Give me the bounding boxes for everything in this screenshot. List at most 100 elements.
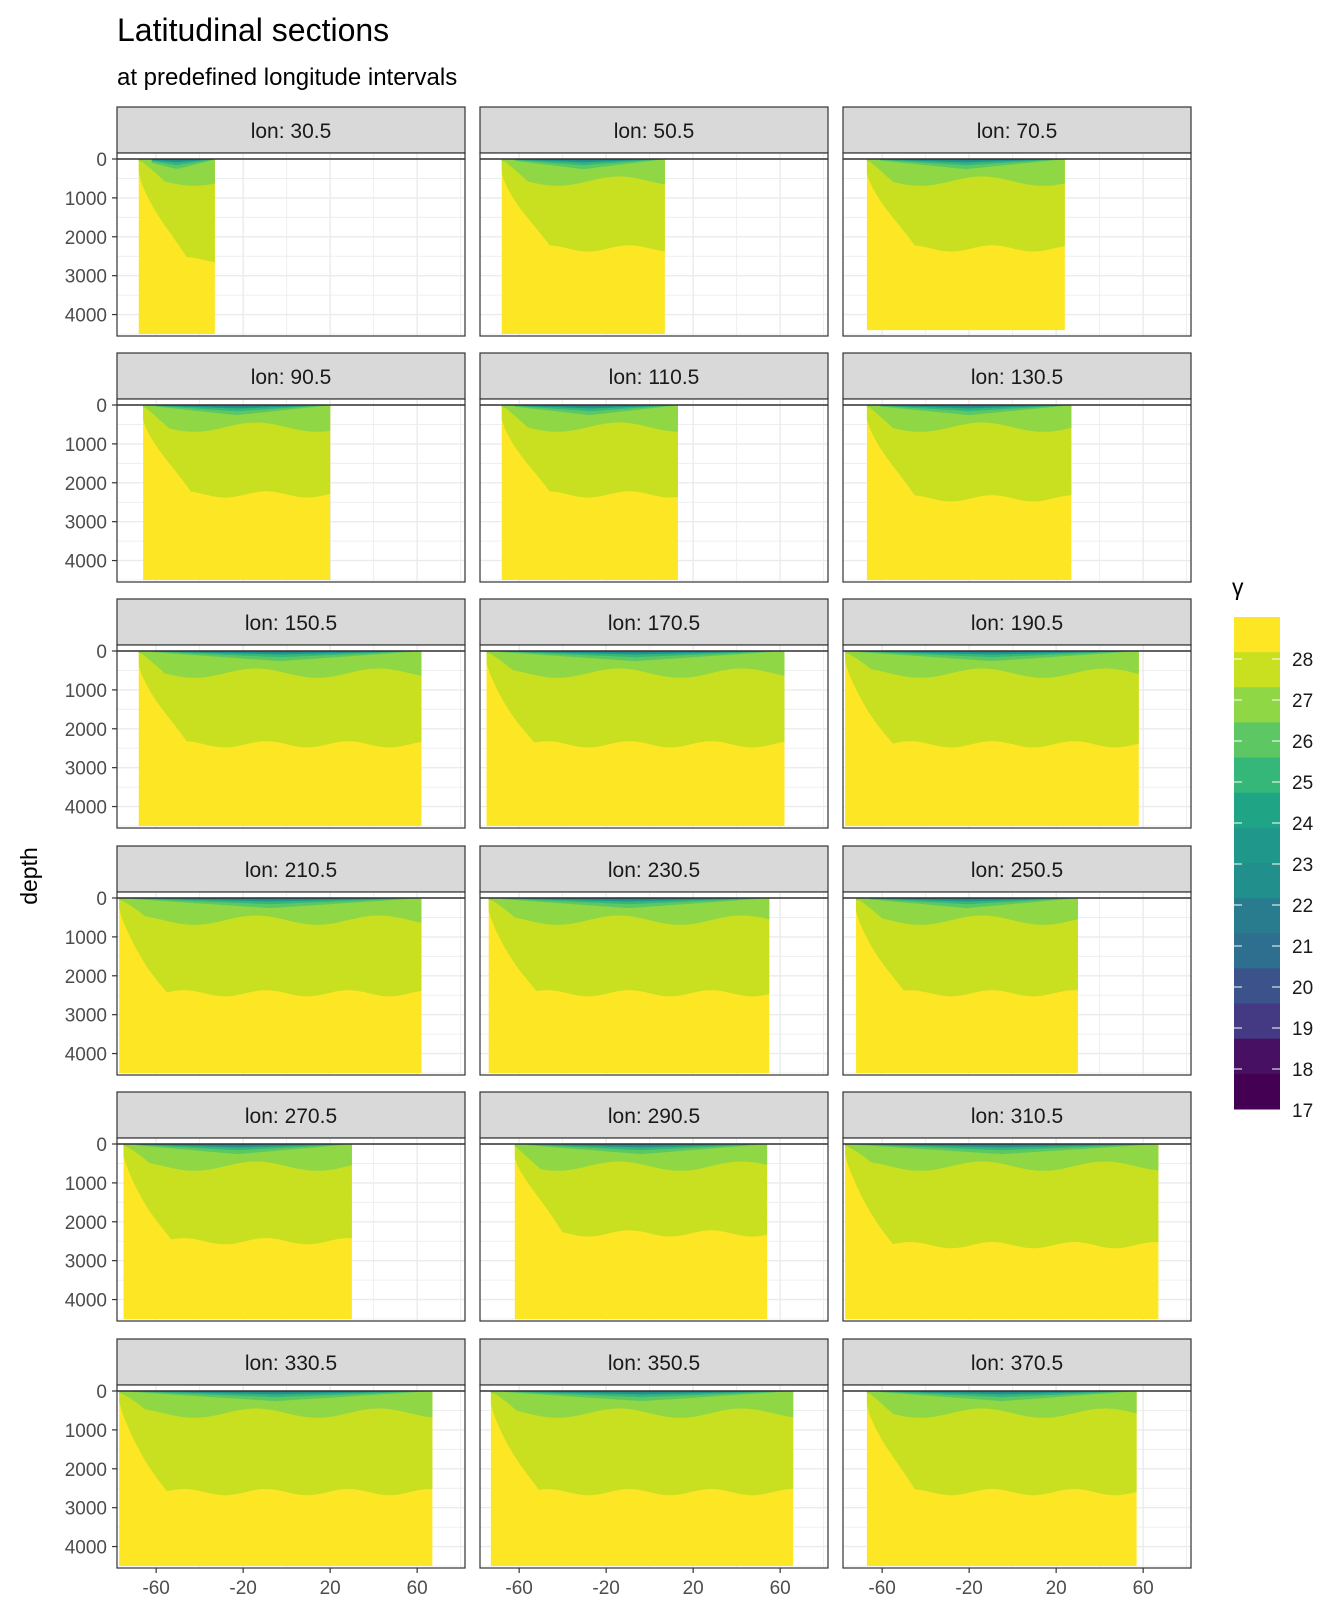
x-tick-label: -20 — [229, 1578, 256, 1599]
legend-color-swatch — [1234, 968, 1280, 1005]
legend-color-swatch — [1234, 1073, 1280, 1110]
facet-strip — [116, 1338, 466, 1386]
density-layer-26 — [501, 405, 678, 432]
x-tick-label: -60 — [142, 1578, 169, 1599]
facet-panel: lon: 50.5 — [479, 106, 829, 337]
density-layer-27 — [866, 1391, 1137, 1496]
legend-color-swatch — [1234, 1003, 1280, 1040]
facet-panel: lon: 130.5 — [842, 352, 1192, 583]
density-layer-26 — [486, 651, 785, 678]
facet-panel: lon: 90.5 0 1000 2000 3000 4000 — [65, 352, 466, 583]
y-tick-label: 4000 — [65, 1291, 107, 1312]
panel-border — [116, 1384, 466, 1569]
facet-strip — [479, 598, 829, 646]
panel-border — [116, 1137, 466, 1322]
facet-panel: lon: 290.5 — [479, 1091, 829, 1322]
legend-color-swatch — [1234, 722, 1280, 759]
y-tick-label: 4000 — [65, 552, 107, 573]
facet-strip-label: lon: 230.5 — [608, 859, 700, 882]
panel-border — [479, 891, 829, 1076]
facet-panel: lon: 350.5 -60 -20 20 60 — [479, 1338, 829, 1599]
facet-strip-label: lon: 110.5 — [609, 366, 700, 389]
facet-panel: lon: 170.5 — [479, 598, 829, 829]
facet-panel: lon: 150.5 0 1000 2000 3000 4000 — [65, 598, 466, 829]
legend-label: 23 — [1292, 855, 1313, 876]
density-layer-26 — [138, 651, 422, 678]
facet-panel: lon: 190.5 — [842, 598, 1192, 829]
y-tick-label: 2000 — [65, 1213, 107, 1234]
y-tick-label: 2000 — [65, 1460, 107, 1481]
density-layer-26 — [143, 405, 331, 432]
chart-title: Latitudinal sections — [117, 12, 389, 48]
facet-panel: lon: 270.5 0 1000 2000 3000 4000 — [65, 1091, 466, 1322]
legend-label: 20 — [1292, 978, 1313, 999]
facet-strip — [479, 845, 829, 893]
x-tick-label: -20 — [592, 1578, 619, 1599]
facet-strip — [842, 598, 1192, 646]
legend-label: 25 — [1292, 773, 1313, 794]
panel-border — [116, 398, 466, 583]
y-tick-label: 1000 — [65, 435, 107, 456]
facet-strip-label: lon: 90.5 — [251, 366, 332, 389]
density-layer-26 — [119, 1391, 433, 1418]
x-tick-label: 60 — [1133, 1578, 1154, 1599]
legend-color-swatch — [1234, 1038, 1280, 1075]
y-tick-label: 3000 — [65, 1499, 107, 1520]
y-tick-label: 4000 — [65, 1045, 107, 1066]
panel-border — [842, 891, 1192, 1076]
facet-panel: lon: 30.5 0 1000 2000 3000 4000 — [65, 106, 466, 337]
y-tick-label: 1000 — [65, 928, 107, 949]
legend-label: 19 — [1292, 1019, 1313, 1040]
y-tick-label: 0 — [96, 1382, 107, 1403]
legend-label: 21 — [1292, 937, 1313, 958]
y-tick-label: 2000 — [65, 720, 107, 741]
y-tick-label: 3000 — [65, 513, 107, 534]
panel-border — [842, 644, 1192, 829]
facet-strip-label: lon: 30.5 — [251, 120, 332, 143]
legend-label: 24 — [1292, 814, 1314, 835]
y-tick-label: 4000 — [65, 1538, 107, 1559]
facet-strip — [479, 106, 829, 154]
facet-strip-label: lon: 250.5 — [971, 859, 1063, 882]
y-tick-label: 4000 — [65, 306, 107, 327]
legend-label: 22 — [1292, 896, 1313, 917]
y-tick-label: 0 — [96, 150, 107, 171]
y-tick-label: 1000 — [65, 1421, 107, 1442]
x-tick-label: -20 — [955, 1578, 982, 1599]
facet-panel: lon: 370.5 -60 -20 20 60 — [842, 1338, 1192, 1599]
x-tick-label: 60 — [770, 1578, 791, 1599]
facet-strip-label: lon: 50.5 — [614, 120, 695, 143]
density-layer-26 — [490, 1391, 794, 1418]
y-tick-label: 3000 — [65, 1006, 107, 1027]
facet-panels: lon: 30.5 0 1000 2000 3000 4000 lon: 50.5 lon: … — [65, 106, 1192, 1599]
density-layer-26 — [866, 405, 1072, 432]
legend-label: 18 — [1292, 1060, 1313, 1081]
facet-strip — [116, 1091, 466, 1139]
y-axis-label: depth — [16, 847, 42, 905]
facet-strip — [842, 845, 1192, 893]
panel-border — [479, 398, 829, 583]
y-tick-label: 4000 — [65, 798, 107, 819]
panel-border — [479, 644, 829, 829]
facet-strip — [842, 106, 1192, 154]
facet-panel: lon: 110.5 — [479, 352, 829, 583]
density-layer-26 — [119, 898, 422, 925]
density-layer-26 — [866, 1391, 1137, 1418]
x-tick-label: 60 — [407, 1578, 428, 1599]
x-tick-label: -60 — [505, 1578, 532, 1599]
facet-panel: lon: 70.5 — [842, 106, 1192, 337]
y-tick-label: 1000 — [65, 681, 107, 702]
legend-color-swatch — [1234, 792, 1280, 829]
x-tick-label: 20 — [320, 1578, 341, 1599]
panel-border — [842, 1137, 1192, 1322]
facet-strip — [479, 1091, 829, 1139]
legend-label: 17 — [1292, 1101, 1313, 1122]
legend-color-swatch — [1234, 898, 1280, 934]
y-tick-label: 2000 — [65, 228, 107, 249]
facet-strip-label: lon: 370.5 — [971, 1352, 1063, 1375]
panel-border — [116, 644, 466, 829]
legend-label: 27 — [1292, 691, 1313, 712]
density-layer-26 — [845, 1144, 1159, 1171]
density-layer-26 — [856, 898, 1078, 925]
